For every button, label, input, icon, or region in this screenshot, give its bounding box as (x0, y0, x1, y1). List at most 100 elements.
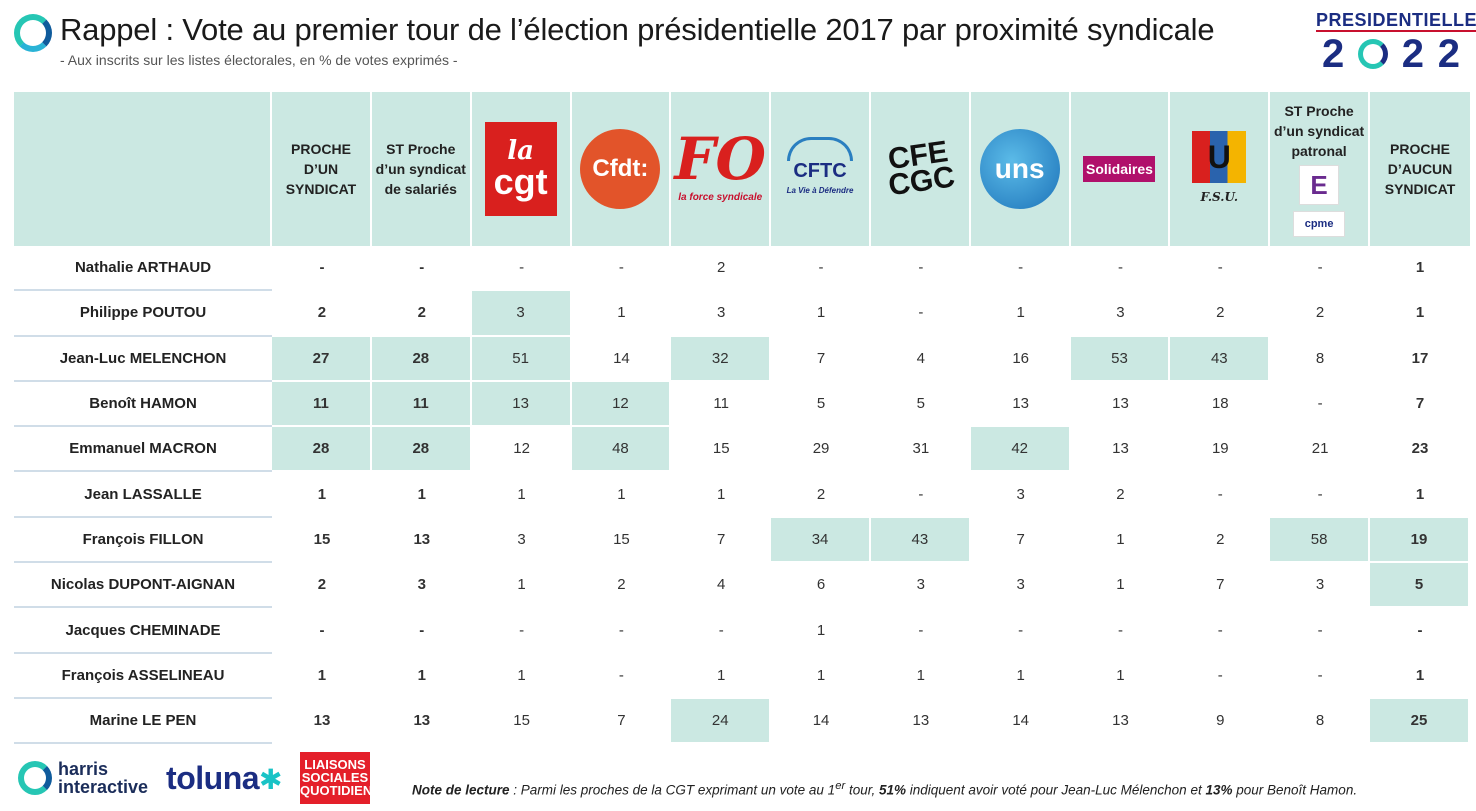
table-row: Nicolas DUPONT-AIGNAN 2 3 1 2 4 6 3 3 1 7 3 5 (14, 563, 1470, 609)
vote-share-cell: 7 (771, 337, 871, 382)
vote-share-cell: 1 (671, 472, 772, 518)
vote-share-cell: 1 (771, 608, 871, 654)
vote-share-cell: 28 (371, 427, 472, 473)
vote-share-cell: 19 (1170, 427, 1271, 473)
vote-share-cell: 2 (1170, 291, 1271, 337)
vote-share-cell: 28 (371, 336, 472, 382)
vote-share-cell: 53 (1070, 336, 1171, 382)
vote-share-cell: 14 (571, 337, 672, 382)
vote-share-cell: 12 (571, 381, 672, 428)
header-st-salaries: ST Proche d’un syndicat de salariés (371, 92, 472, 246)
fo-logo-icon: FO la force syndicale (674, 125, 767, 203)
vote-share-cell: 29 (771, 427, 871, 473)
vote-share-cell: 1 (571, 472, 672, 518)
cgt-logo-icon: la cgt (484, 122, 557, 216)
header-cgt: la cgt (471, 92, 572, 246)
vote-share-cell: 13 (371, 518, 472, 564)
presidentielle-word: PRESIDENTIELLE (1316, 10, 1476, 32)
reading-note: Note de lecture : Parmi les proches de l… (412, 780, 1358, 798)
vote-share-cell: 2 (671, 246, 772, 292)
vote-share-cell: 14 (771, 699, 871, 745)
vote-share-cell: 1 (471, 654, 572, 699)
page-subtitle: - Aux inscrits sur les listes électorale… (60, 52, 458, 68)
vote-share-cell: 1 (571, 291, 672, 337)
vote-share-cell: 2 (771, 472, 871, 518)
vote-share-cell: 1 (272, 472, 372, 518)
vote-share-cell: 21 (1270, 427, 1370, 473)
vote-share-cell: 48 (571, 427, 672, 473)
vote-share-cell: 15 (272, 518, 372, 564)
vote-share-cell: - (1270, 382, 1370, 428)
vote-share-cell: - (371, 608, 472, 654)
vote-share-cell: 7 (671, 518, 772, 564)
vote-share-cell: 8 (1270, 337, 1370, 382)
vote-share-cell: 13 (471, 381, 572, 428)
vote-share-cell: 43 (870, 517, 971, 564)
candidate-name: Jean-Luc MELENCHON (14, 337, 273, 382)
vote-share-cell: 9 (1170, 699, 1271, 745)
table-row: Benoît HAMON 11 11 13 12 11 5 5 13 13 18-7 (14, 381, 1470, 428)
vote-share-cell: 2 (571, 563, 672, 609)
page-title: Rappel : Vote au premier tour de l’élect… (60, 12, 1215, 47)
candidate-name: Marine LE PEN (14, 699, 273, 745)
vote-share-cell: 4 (870, 337, 971, 382)
vote-share-cell: 2 (1270, 291, 1370, 337)
vote-share-cell: 2 (1070, 472, 1171, 518)
vote-share-cell: 1 (371, 654, 472, 699)
solidaires-logo-icon: Solidaires (1083, 156, 1156, 182)
vote-share-cell: 2 (1170, 518, 1271, 564)
vote-share-cell: 23 (1370, 427, 1470, 473)
header-proche-syndicat: PROCHE D’UN SYNDICAT (272, 92, 372, 246)
vote-share-cell: 3 (970, 563, 1071, 609)
vote-share-cell: 3 (371, 563, 472, 609)
vote-share-cell: 51 (471, 336, 572, 382)
vote-share-cell: - (371, 246, 472, 292)
vote-share-cell: 11 (371, 381, 472, 428)
table-body: Nathalie ARTHAUD - - - -2- - - - - -1 Philippe POU… (14, 246, 1470, 745)
presidentielle-2022-logo: PRESIDENTIELLE 2 2 2 (1316, 10, 1476, 76)
vote-share-cell: 27 (272, 336, 372, 382)
vote-share-cell: 24 (671, 698, 772, 745)
vote-share-cell: 1 (1070, 563, 1171, 609)
vote-share-cell: 13 (371, 699, 472, 745)
vote-share-cell: - (1170, 654, 1271, 699)
vote-share-cell: 13 (1070, 699, 1171, 745)
table-row: Jean LASSALLE 1 1 1 1 1 2-3 2- -1 (14, 472, 1470, 518)
vote-share-cell: 7 (1170, 563, 1271, 609)
header-cfdt: Cfdt: (571, 92, 672, 246)
vote-share-cell: 1 (771, 654, 871, 699)
cfdt-logo-icon: Cfdt: (580, 129, 661, 209)
vote-share-cell: 25 (1370, 698, 1470, 745)
vote-share-cell: 5 (870, 382, 971, 428)
vote-share-cell: 1 (1070, 518, 1171, 564)
vote-share-cell: 5 (1370, 563, 1470, 609)
vote-share-cell: 17 (1370, 337, 1470, 382)
logo-year: 2 2 2 (1322, 32, 1460, 76)
table-header-row: PROCHE D’UN SYNDICAT ST Proche d’un synd… (14, 92, 1470, 246)
vote-share-cell: 32 (671, 336, 772, 382)
header-proche-aucun: PROCHE D’AUCUN SYNDICAT (1370, 92, 1470, 246)
vote-share-cell: - (970, 246, 1071, 292)
vote-share-cell: - (1170, 608, 1271, 654)
vote-share-cell: 34 (771, 517, 871, 564)
harris-ring-icon (18, 761, 52, 795)
vote-share-cell: 13 (272, 699, 372, 745)
vote-share-cell: 3 (970, 472, 1071, 518)
ei-logo-icon: E (1299, 165, 1340, 205)
vote-share-cell: - (1170, 472, 1271, 518)
vote-share-cell: 28 (272, 427, 372, 473)
vote-share-cell: 16 (970, 337, 1071, 382)
harris-ring-icon (14, 14, 52, 52)
vote-share-cell: 13 (870, 699, 971, 745)
vote-share-cell: 58 (1270, 517, 1370, 564)
candidate-name: Benoît HAMON (14, 382, 273, 428)
vote-share-cell: - (471, 608, 572, 654)
vote-share-cell: - (1370, 608, 1470, 654)
vote-share-cell: 1 (471, 563, 572, 609)
vote-share-cell: 15 (671, 427, 772, 473)
vote-share-cell: 13 (970, 382, 1071, 428)
cftc-logo-icon: CFTC La Vie à Défendre (773, 137, 867, 201)
vote-share-cell: 11 (671, 382, 772, 428)
fsu-logo-icon: U F.S.U. (1172, 131, 1266, 207)
candidate-name: François ASSELINEAU (14, 654, 273, 699)
